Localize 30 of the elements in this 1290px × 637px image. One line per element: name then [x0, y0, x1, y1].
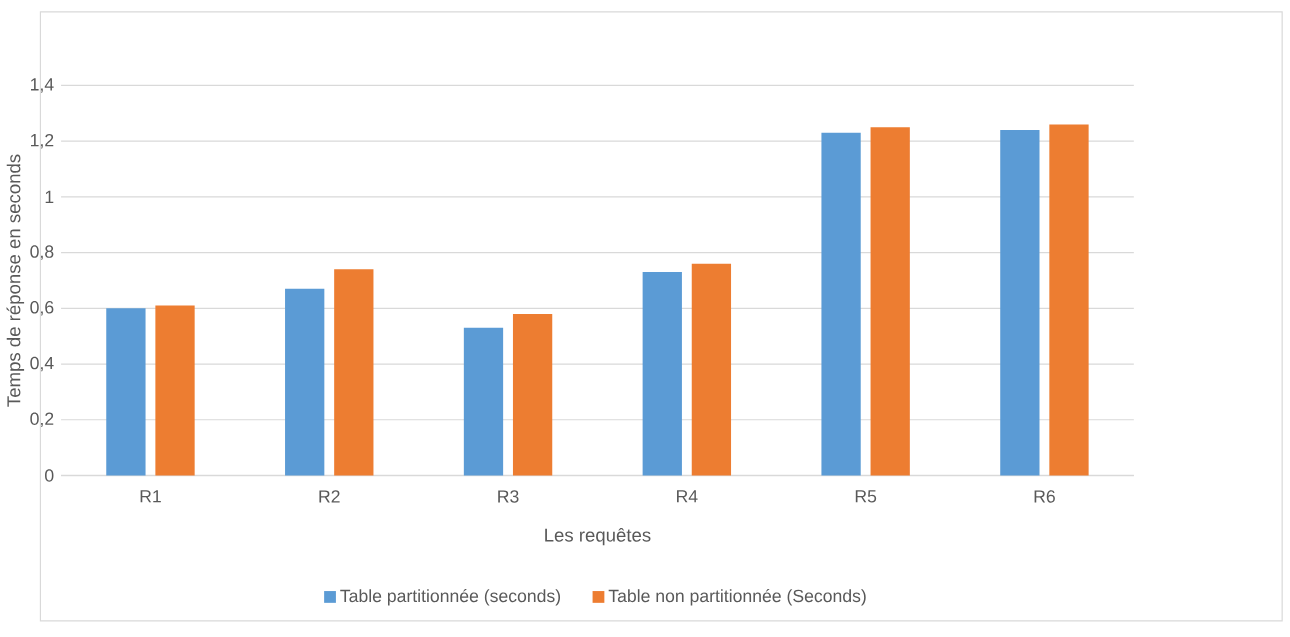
bar: [870, 127, 910, 476]
y-tick-label: 0,4: [30, 356, 54, 372]
y-axis-title: Temps de réponse en seconds: [6, 154, 25, 407]
x-tick-label: R2: [319, 490, 340, 503]
x-tick-label: R1: [140, 490, 161, 503]
bar: [1049, 124, 1089, 476]
bar: [642, 272, 682, 476]
bar: [285, 289, 325, 476]
bar: [463, 328, 504, 476]
x-tick-label: R5: [855, 490, 877, 503]
x-axis-title: Les requêtes: [545, 528, 651, 546]
bar: [691, 263, 732, 476]
x-tick-label: R4: [677, 490, 698, 503]
bar: [334, 269, 374, 476]
bar: [821, 133, 861, 476]
y-tick-label: 0: [45, 469, 54, 482]
bar: [155, 305, 195, 476]
y-tick-label: 0,2: [30, 412, 54, 428]
x-tick-label: R6: [1034, 490, 1055, 503]
bar: [1000, 130, 1040, 476]
y-tick-label: 1,2: [31, 134, 54, 149]
legend-label: Table non partitionnée (Seconds): [608, 589, 866, 606]
y-tick-label: 1: [45, 191, 54, 204]
y-tick-label: 0,6: [30, 301, 54, 316]
bar: [106, 308, 146, 476]
y-tick-label: 0,8: [30, 245, 54, 261]
x-tick-label: R3: [498, 490, 519, 503]
bar: [512, 314, 553, 476]
legend-label: Table partitionnée (seconds): [340, 589, 561, 606]
y-tick-label: 1,4: [31, 78, 54, 93]
